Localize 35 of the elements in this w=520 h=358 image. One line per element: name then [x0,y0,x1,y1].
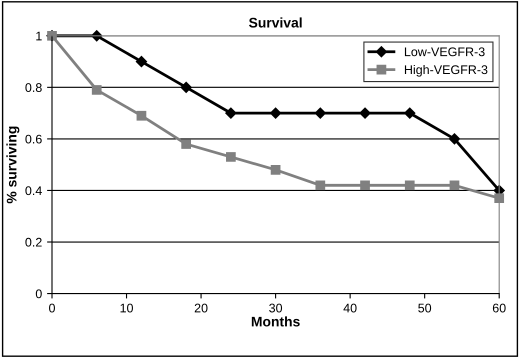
point [360,180,370,190]
y-tick-label: 0.6 [25,134,42,144]
x-tick-label: 0 [49,304,55,312]
point [359,108,371,119]
x-tick-label: 50 [418,304,432,312]
y-tick-label: 0.2 [25,238,42,247]
point [450,180,460,190]
y-axis-title: % surviving [6,126,20,204]
y-tick-label: 0 [36,289,42,298]
point [225,108,236,119]
x-tick-label: 10 [120,304,133,312]
y-tick-label: 1 [36,32,42,40]
point [136,110,146,121]
point [448,133,460,145]
x-tick-label: 40 [343,304,357,312]
point [181,139,192,149]
point [315,180,326,190]
legend-label: Low-VEGFR-3 [404,47,485,56]
x-tick-label: 60 [492,304,506,312]
point [92,85,102,95]
point [404,108,416,119]
y-tick-label: 0.8 [25,83,42,92]
chart-title: Survival [248,17,302,28]
point [404,180,415,190]
point [180,82,192,93]
x-axis-title: Months [252,316,300,327]
point [226,152,236,162]
x-tick-label: 20 [194,304,208,312]
point [136,56,148,68]
point [270,108,282,119]
y-tick-label: 0.4 [25,186,42,196]
point [314,108,326,119]
legend-label: High-VEGFR-3 [404,64,488,77]
point [270,164,280,175]
x-tick-label: 30 [269,304,282,312]
